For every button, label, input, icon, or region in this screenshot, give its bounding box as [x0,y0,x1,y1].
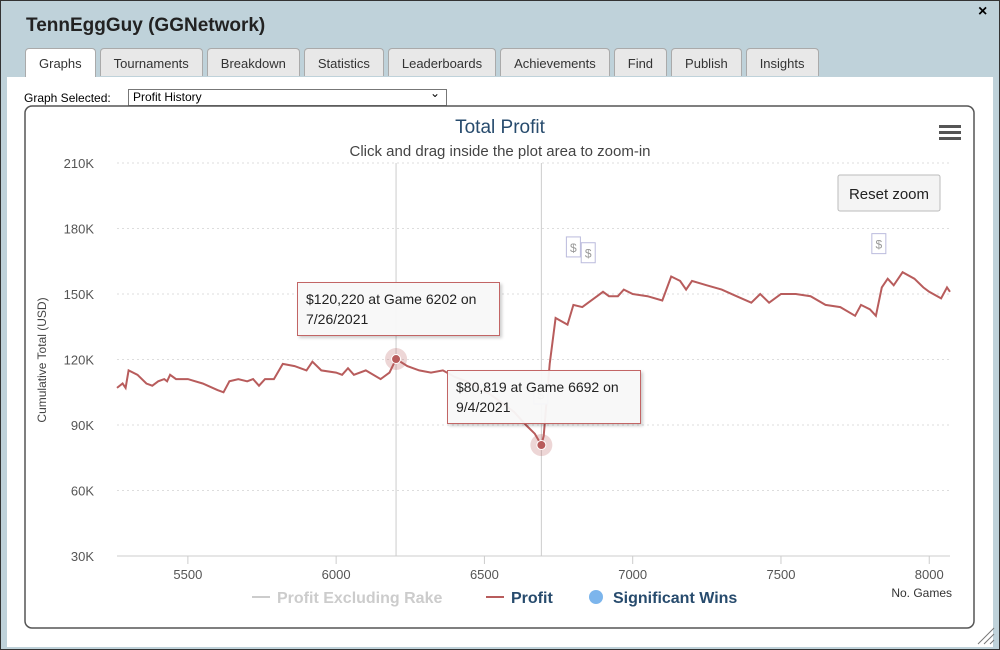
y-tick-label: 150K [64,287,95,302]
chart-title: Total Profit [455,117,545,138]
x-tick-label: 8000 [915,567,944,582]
flag-label: $ [585,247,592,261]
flag-box [565,236,581,258]
tab[interactable]: Leaderboards [387,48,497,76]
flag-label: $ [875,238,882,252]
legend-label: Profit Excluding Rake [277,590,442,607]
selector-label: Graph Selected: [24,91,111,105]
reset-zoom-button[interactable] [837,174,941,212]
flag-box [871,233,887,255]
flag: $ [871,233,887,255]
x-axis-title: No. Games [891,586,952,600]
tab[interactable]: Statistics [303,48,384,76]
chart-subtitle: Click and drag inside the plot area to z… [350,143,651,160]
x-tick-label: 6500 [470,567,499,582]
tab[interactable]: Breakdown [206,48,300,76]
legend-label: Significant Wins [613,590,737,607]
menu-icon[interactable] [939,125,961,140]
tab[interactable]: Insights [745,48,819,76]
tooltip: $80,819 at Game 6692 on 9/4/2021 [447,370,641,424]
y-tick-label: 90K [71,418,94,433]
legend-label: Profit [511,590,553,607]
y-tick-label: 30K [71,549,94,564]
y-axis-title: Cumulative Total (USD) [35,297,49,422]
y-tick-label: 180K [64,222,95,237]
x-tick-label: 5500 [173,567,202,582]
tab[interactable]: Tournaments [99,48,203,76]
x-tick-label: 7000 [618,567,647,582]
highlight-point [391,354,402,365]
close-button[interactable]: × [978,3,988,20]
resize-grip [977,627,995,645]
y-tick-label: 120K [64,353,95,368]
flag: $ [580,242,596,264]
x-tick-label: 6000 [322,567,351,582]
profit-line [116,270,951,448]
legend-symbol [589,590,603,604]
tab[interactable]: Graphs [25,48,96,78]
content: Graph Selected: Profit History [7,77,993,647]
flag-box [580,242,596,264]
x-tick-label: 7500 [767,567,796,582]
flag: $ [565,236,581,258]
tab[interactable]: Find [613,48,668,76]
window-title: TennEggGuy (GGNetwork) [26,15,266,36]
tab[interactable]: Achievements [500,48,610,76]
highlight-point [536,440,547,451]
tab-bar: Graphs Tournaments Breakdown Statistics Lead… [25,48,819,78]
y-tick-label: 210K [64,156,95,171]
flag-label: $ [570,241,577,255]
reset-zoom-label[interactable]: Reset zoom [849,186,929,203]
y-tick-label: 60K [71,484,94,499]
tab[interactable]: Publish [671,48,742,76]
chart-frame [24,105,975,629]
tooltip: $120,220 at Game 6202 on 7/26/2021 [297,282,500,336]
